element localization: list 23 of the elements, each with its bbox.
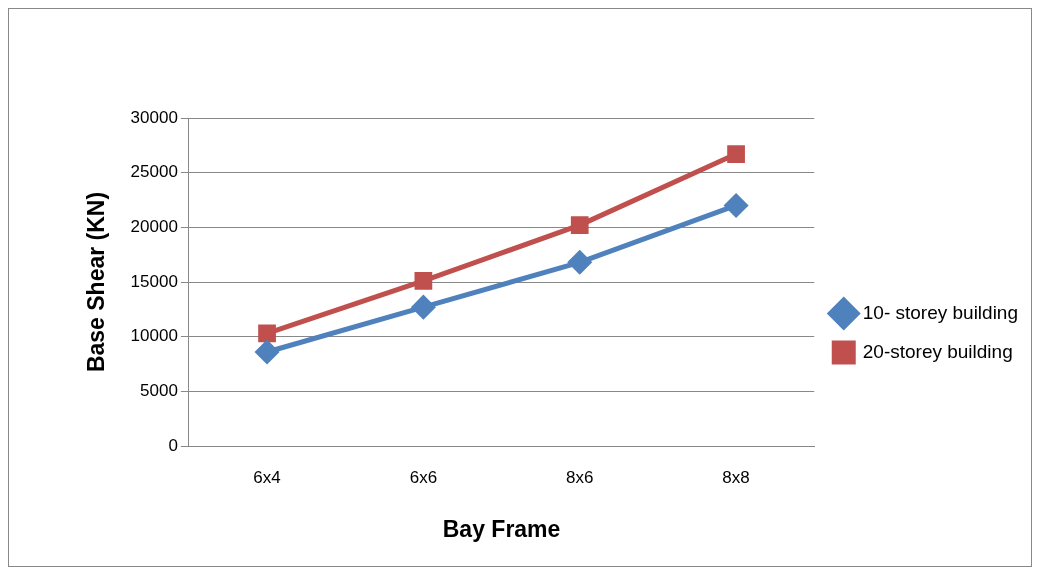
x-axis-title: Bay Frame: [442, 515, 561, 542]
legend-label: 10- storey building: [862, 301, 1019, 323]
legend-label: 20-storey building: [862, 340, 1013, 362]
point: [568, 250, 592, 274]
point: [258, 324, 276, 343]
y-tick-label: 30000: [130, 107, 178, 127]
point: [570, 216, 589, 235]
point: [255, 340, 279, 364]
point: [727, 145, 745, 163]
y-tick-label: 15000: [130, 271, 178, 291]
x-tick-label: 8x6: [566, 467, 594, 487]
x-tick-label: 8x8: [722, 467, 750, 487]
x-tick-label: 6x4: [253, 467, 281, 487]
point: [411, 295, 435, 319]
y-axis-title: Base Shear (KN): [83, 191, 110, 373]
point: [414, 272, 433, 290]
point: [724, 193, 748, 217]
y-tick-label: 20000: [130, 217, 178, 237]
y-tick-label: 10000: [130, 326, 178, 346]
y-tick-label: 0: [168, 435, 178, 455]
y-tick-label: 5000: [140, 381, 178, 401]
y-tick-label: 25000: [130, 162, 178, 182]
x-tick-label: 6x6: [409, 467, 438, 487]
